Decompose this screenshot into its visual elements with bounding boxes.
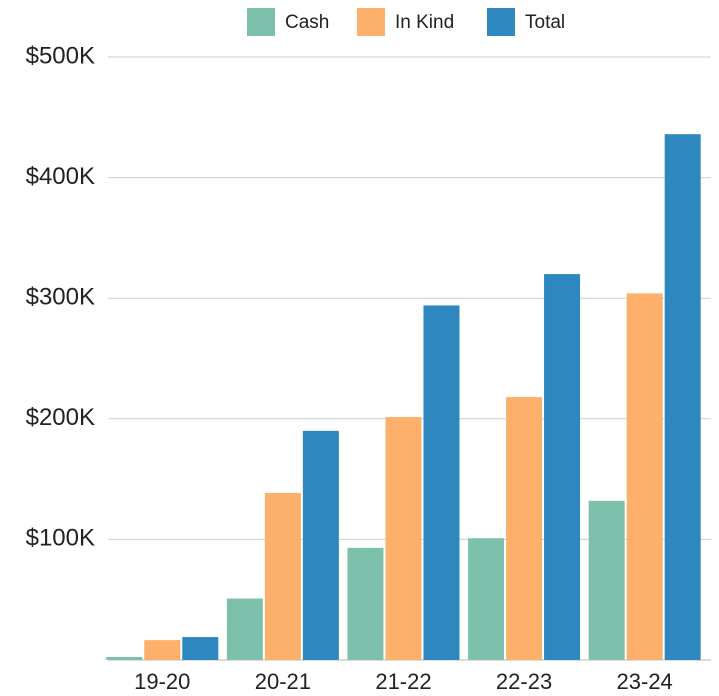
bar <box>468 538 505 660</box>
legend-label: Total <box>525 12 565 33</box>
bar <box>544 274 581 660</box>
bar <box>423 305 460 660</box>
bar <box>506 397 543 660</box>
x-tick-label: 22-23 <box>496 669 552 694</box>
y-tick-label: $500K <box>26 42 95 69</box>
legend-label: Cash <box>285 12 329 33</box>
x-tick-label: 20-21 <box>255 669 311 694</box>
bar <box>385 416 422 660</box>
bar <box>588 500 625 660</box>
x-tick-label: 21-22 <box>375 669 431 694</box>
bar <box>264 492 301 660</box>
bar <box>144 640 181 660</box>
bar <box>182 637 219 660</box>
bar <box>626 293 663 660</box>
legend-swatch <box>247 8 275 36</box>
bar <box>302 430 339 660</box>
bar <box>347 547 384 660</box>
legend-swatch <box>357 8 385 36</box>
bar <box>106 656 143 660</box>
y-tick-label: $400K <box>26 163 95 190</box>
x-tick-label: 19-20 <box>134 669 190 694</box>
legend-label: In Kind <box>395 12 454 33</box>
bar <box>226 598 263 660</box>
y-tick-label: $300K <box>26 284 95 311</box>
y-tick-label: $200K <box>26 404 95 431</box>
legend-swatch <box>487 8 515 36</box>
bar <box>664 134 701 660</box>
x-tick-label: 23-24 <box>617 669 673 694</box>
y-tick-label: $100K <box>26 525 95 552</box>
